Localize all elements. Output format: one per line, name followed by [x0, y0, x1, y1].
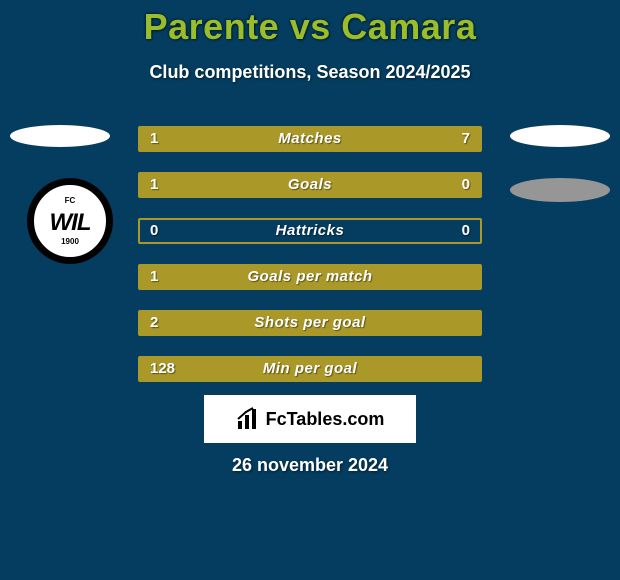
stat-bar: 00Hattricks: [138, 218, 482, 244]
stat-metric-label: Hattricks: [140, 220, 480, 242]
stat-bar: 17Matches: [138, 126, 482, 152]
club-logo-main-text: WIL: [34, 209, 106, 237]
stat-metric-label: Min per goal: [140, 358, 480, 380]
stat-bar: 1Goals per match: [138, 264, 482, 290]
subtitle: Club competitions, Season 2024/2025: [0, 62, 620, 83]
page-title: Parente vs Camara: [0, 6, 620, 48]
stat-metric-label: Matches: [140, 128, 480, 150]
club-logo-top-text: FC: [34, 196, 106, 205]
ellipse-right-bottom: [510, 178, 610, 202]
footer-logo: FcTables.com: [204, 395, 416, 443]
footer-logo-text: FcTables.com: [266, 409, 385, 430]
stat-bar: 10Goals: [138, 172, 482, 198]
ellipse-right-top: [510, 125, 610, 147]
stat-metric-label: Shots per goal: [140, 312, 480, 334]
comparison-infographic: Parente vs Camara Club competitions, Sea…: [0, 0, 620, 580]
stat-bar: 128Min per goal: [138, 356, 482, 382]
club-logo-bottom-text: 1900: [34, 237, 106, 246]
comparison-bars: 17Matches 10Goals 00Hattricks 1Goals per ma…: [138, 126, 482, 382]
club-logo-ring: FC WIL 1900: [27, 178, 113, 264]
ellipse-left: [10, 125, 110, 147]
club-logo: FC WIL 1900: [27, 178, 113, 264]
stat-metric-label: Goals: [140, 174, 480, 196]
bars-icon: [236, 407, 260, 431]
stat-metric-label: Goals per match: [140, 266, 480, 288]
infographic-date: 26 november 2024: [0, 455, 620, 476]
stat-bar: 2Shots per goal: [138, 310, 482, 336]
